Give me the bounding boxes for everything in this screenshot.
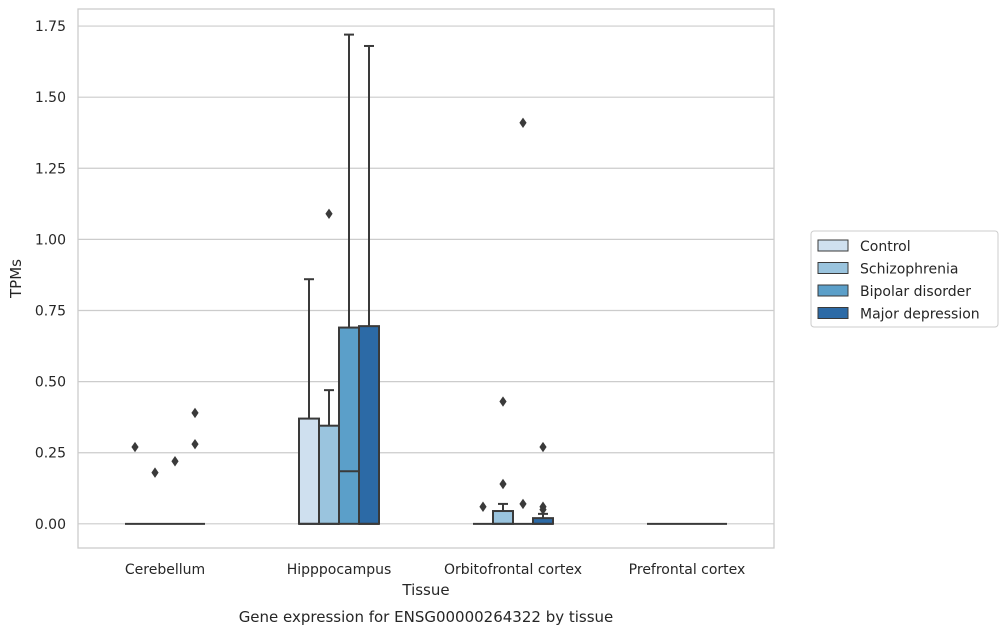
x-ticks: Cerebellum Hipppocampus Orbitofrontal cort… <box>125 562 745 578</box>
legend-label: Major depression <box>860 307 980 323</box>
outlier-point <box>171 456 179 467</box>
outlier-point <box>499 396 507 407</box>
outlier-point <box>191 438 199 450</box>
box-group <box>125 441 145 525</box>
y-axis-label: TPMs <box>7 259 25 299</box>
box-body <box>298 417 320 525</box>
box-group <box>165 456 185 525</box>
legend-swatch <box>817 239 849 252</box>
plot-frame <box>77 8 775 549</box>
legend-label: Schizophrenia <box>860 262 958 278</box>
outlier-point <box>539 504 547 515</box>
box-body <box>338 326 360 525</box>
x-tick-label: Orbitofrontal cortex <box>444 562 582 578</box>
box-group <box>298 278 320 525</box>
box-body <box>318 424 340 525</box>
legend: Control Schizophrenia Bipolar disorder Majo… <box>810 230 999 328</box>
legend-swatch <box>817 307 849 319</box>
legend-swatch <box>817 284 849 297</box>
legend-label: Control <box>860 239 911 255</box>
y-tick-label: 0.00 <box>35 517 66 533</box>
box-body <box>492 510 514 525</box>
box-group <box>358 44 380 525</box>
legend-frame <box>810 230 999 328</box>
box-group <box>145 467 165 525</box>
box-group <box>318 208 340 525</box>
legend-swatch <box>817 262 849 274</box>
box-group <box>338 33 360 525</box>
boxes <box>125 33 727 525</box>
y-tick-label: 1.75 <box>35 19 66 35</box>
y-tick-label: 1.00 <box>35 232 66 248</box>
y-tick-label: 1.50 <box>35 90 66 106</box>
outlier-point <box>325 208 333 219</box>
x-tick-label: Hipppocampus <box>287 562 392 578</box>
outlier-point <box>539 441 547 453</box>
outlier-point <box>151 467 159 478</box>
grid <box>78 25 774 525</box>
box-group <box>473 501 493 525</box>
outlier-point <box>479 501 487 512</box>
box-body <box>358 325 380 525</box>
box-group <box>532 441 554 525</box>
x-tick-label: Cerebellum <box>125 562 205 578</box>
y-tick-label: 0.75 <box>35 303 66 319</box>
chart-caption: Gene expression for ENSG00000264322 by t… <box>239 608 614 626</box>
y-tick-label: 0.25 <box>35 446 66 462</box>
outlier-point <box>519 117 527 128</box>
box-group <box>513 117 533 525</box>
box-group <box>492 396 514 525</box>
outlier-point <box>131 441 139 453</box>
y-tick-label: 0.50 <box>35 375 66 391</box>
y-tick-label: 1.25 <box>35 161 66 177</box>
outlier-point <box>519 498 527 510</box>
outlier-point <box>499 478 507 490</box>
legend-label: Bipolar disorder <box>860 284 971 300</box>
box-group <box>185 407 205 525</box>
y-ticks: 0.00 0.25 0.50 0.75 1.00 1.25 1.50 1.75 <box>35 19 66 533</box>
x-axis-label: Tissue <box>401 581 449 599</box>
outlier-point <box>191 407 199 419</box>
x-tick-label: Prefrontal cortex <box>629 562 746 578</box>
